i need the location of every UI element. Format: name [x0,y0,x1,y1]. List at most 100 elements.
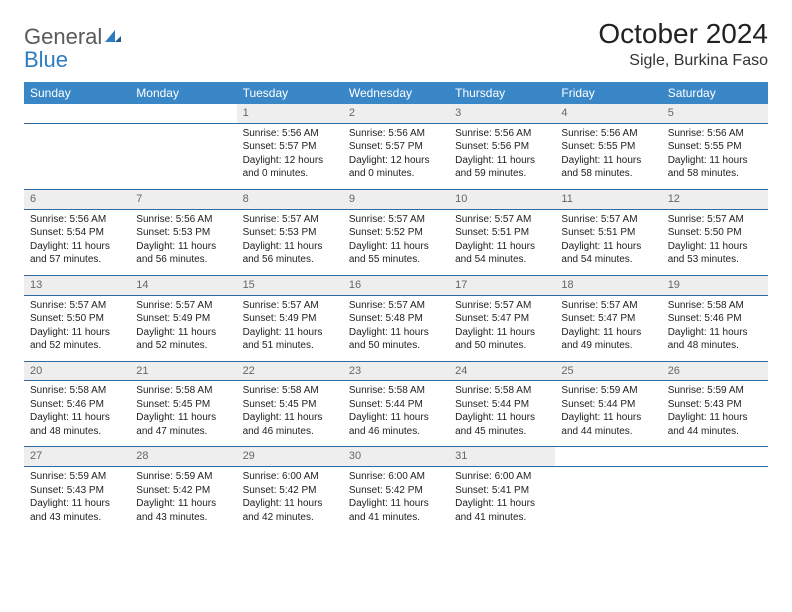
day-number-cell: 4 [555,104,661,123]
daylight-text: Daylight: 11 hours and 42 minutes. [243,497,337,524]
day-number-cell: 22 [237,361,343,381]
sunset-text: Sunset: 5:43 PM [668,398,762,412]
daylight-text: Daylight: 11 hours and 46 minutes. [349,411,443,438]
day-info-cell: Sunrise: 5:56 AMSunset: 5:55 PMDaylight:… [555,123,661,189]
logo-word1: General [24,24,102,49]
sunset-text: Sunset: 5:47 PM [561,312,655,326]
sunrise-text: Sunrise: 5:58 AM [30,384,124,398]
day-info-cell: Sunrise: 5:57 AMSunset: 5:51 PMDaylight:… [555,209,661,275]
sunrise-text: Sunrise: 5:57 AM [668,213,762,227]
sunrise-text: Sunrise: 5:56 AM [455,127,549,141]
day-info-cell: Sunrise: 5:59 AMSunset: 5:43 PMDaylight:… [24,467,130,533]
sunrise-text: Sunrise: 5:56 AM [136,213,230,227]
day-number-cell [662,447,768,467]
day-info-cell: Sunrise: 5:59 AMSunset: 5:43 PMDaylight:… [662,381,768,447]
day-number-cell: 12 [662,189,768,209]
sunrise-text: Sunrise: 5:58 AM [243,384,337,398]
daylight-text: Daylight: 11 hours and 50 minutes. [455,326,549,353]
day-info-cell: Sunrise: 5:56 AMSunset: 5:55 PMDaylight:… [662,123,768,189]
day-info-cell: Sunrise: 6:00 AMSunset: 5:42 PMDaylight:… [237,467,343,533]
daylight-text: Daylight: 11 hours and 44 minutes. [668,411,762,438]
sunset-text: Sunset: 5:47 PM [455,312,549,326]
day-info-cell: Sunrise: 5:59 AMSunset: 5:42 PMDaylight:… [130,467,236,533]
daylight-text: Daylight: 11 hours and 54 minutes. [455,240,549,267]
sunrise-text: Sunrise: 6:00 AM [349,470,443,484]
day-info-cell [555,467,661,533]
sunrise-text: Sunrise: 5:59 AM [668,384,762,398]
day-info-cell: Sunrise: 5:58 AMSunset: 5:44 PMDaylight:… [343,381,449,447]
weekday-header: Wednesday [343,82,449,104]
day-number-cell: 30 [343,447,449,467]
sunset-text: Sunset: 5:48 PM [349,312,443,326]
sunset-text: Sunset: 5:45 PM [136,398,230,412]
sunset-text: Sunset: 5:43 PM [30,484,124,498]
day-number-cell [24,104,130,123]
sunset-text: Sunset: 5:44 PM [561,398,655,412]
daylight-text: Daylight: 11 hours and 56 minutes. [136,240,230,267]
sunset-text: Sunset: 5:45 PM [243,398,337,412]
sunrise-text: Sunrise: 5:57 AM [455,213,549,227]
day-number-cell: 24 [449,361,555,381]
day-info-cell: Sunrise: 6:00 AMSunset: 5:41 PMDaylight:… [449,467,555,533]
day-info-cell [24,123,130,189]
sunrise-text: Sunrise: 5:59 AM [561,384,655,398]
logo-word2: Blue [24,47,68,72]
day-number-cell: 11 [555,189,661,209]
sunrise-text: Sunrise: 6:00 AM [455,470,549,484]
sunset-text: Sunset: 5:57 PM [243,140,337,154]
sunset-text: Sunset: 5:46 PM [30,398,124,412]
sunrise-text: Sunrise: 5:58 AM [136,384,230,398]
day-number-cell: 25 [555,361,661,381]
daylight-text: Daylight: 12 hours and 0 minutes. [243,154,337,181]
daylight-text: Daylight: 11 hours and 59 minutes. [455,154,549,181]
daylight-text: Daylight: 11 hours and 43 minutes. [30,497,124,524]
sunset-text: Sunset: 5:50 PM [668,226,762,240]
day-info-cell: Sunrise: 5:57 AMSunset: 5:50 PMDaylight:… [24,295,130,361]
day-info-cell: Sunrise: 5:56 AMSunset: 5:53 PMDaylight:… [130,209,236,275]
day-number-cell [555,447,661,467]
sunset-text: Sunset: 5:55 PM [668,140,762,154]
daylight-text: Daylight: 11 hours and 56 minutes. [243,240,337,267]
day-number-row: 20212223242526 [24,361,768,381]
sunset-text: Sunset: 5:49 PM [243,312,337,326]
sunrise-text: Sunrise: 5:56 AM [30,213,124,227]
header: General Blue October 2024 Sigle, Burkina… [24,18,768,72]
logo: General Blue [24,18,123,72]
title-block: October 2024 Sigle, Burkina Faso [598,18,768,70]
logo-sail-icon [103,28,123,49]
day-info-cell: Sunrise: 5:59 AMSunset: 5:44 PMDaylight:… [555,381,661,447]
day-number-cell: 19 [662,275,768,295]
day-info-row: Sunrise: 5:56 AMSunset: 5:57 PMDaylight:… [24,123,768,189]
daylight-text: Daylight: 11 hours and 47 minutes. [136,411,230,438]
sunset-text: Sunset: 5:56 PM [455,140,549,154]
weekday-header: Sunday [24,82,130,104]
day-info-cell: Sunrise: 5:58 AMSunset: 5:45 PMDaylight:… [130,381,236,447]
day-number-cell: 20 [24,361,130,381]
day-info-row: Sunrise: 5:58 AMSunset: 5:46 PMDaylight:… [24,381,768,447]
sunrise-text: Sunrise: 5:57 AM [561,299,655,313]
daylight-text: Daylight: 11 hours and 54 minutes. [561,240,655,267]
day-info-cell: Sunrise: 5:57 AMSunset: 5:49 PMDaylight:… [237,295,343,361]
day-number-cell: 10 [449,189,555,209]
sunset-text: Sunset: 5:53 PM [243,226,337,240]
daylight-text: Daylight: 11 hours and 41 minutes. [455,497,549,524]
sunrise-text: Sunrise: 5:58 AM [668,299,762,313]
day-number-cell: 28 [130,447,236,467]
day-number-cell: 29 [237,447,343,467]
day-info-cell: Sunrise: 5:57 AMSunset: 5:49 PMDaylight:… [130,295,236,361]
daylight-text: Daylight: 11 hours and 53 minutes. [668,240,762,267]
sunset-text: Sunset: 5:53 PM [136,226,230,240]
sunset-text: Sunset: 5:49 PM [136,312,230,326]
day-number-row: 13141516171819 [24,275,768,295]
sunrise-text: Sunrise: 5:56 AM [561,127,655,141]
day-number-cell: 6 [24,189,130,209]
day-number-cell: 9 [343,189,449,209]
sunrise-text: Sunrise: 5:57 AM [561,213,655,227]
month-title: October 2024 [598,18,768,50]
sunset-text: Sunset: 5:46 PM [668,312,762,326]
day-number-cell: 16 [343,275,449,295]
daylight-text: Daylight: 11 hours and 51 minutes. [243,326,337,353]
sunset-text: Sunset: 5:55 PM [561,140,655,154]
daylight-text: Daylight: 11 hours and 43 minutes. [136,497,230,524]
day-info-cell: Sunrise: 6:00 AMSunset: 5:42 PMDaylight:… [343,467,449,533]
